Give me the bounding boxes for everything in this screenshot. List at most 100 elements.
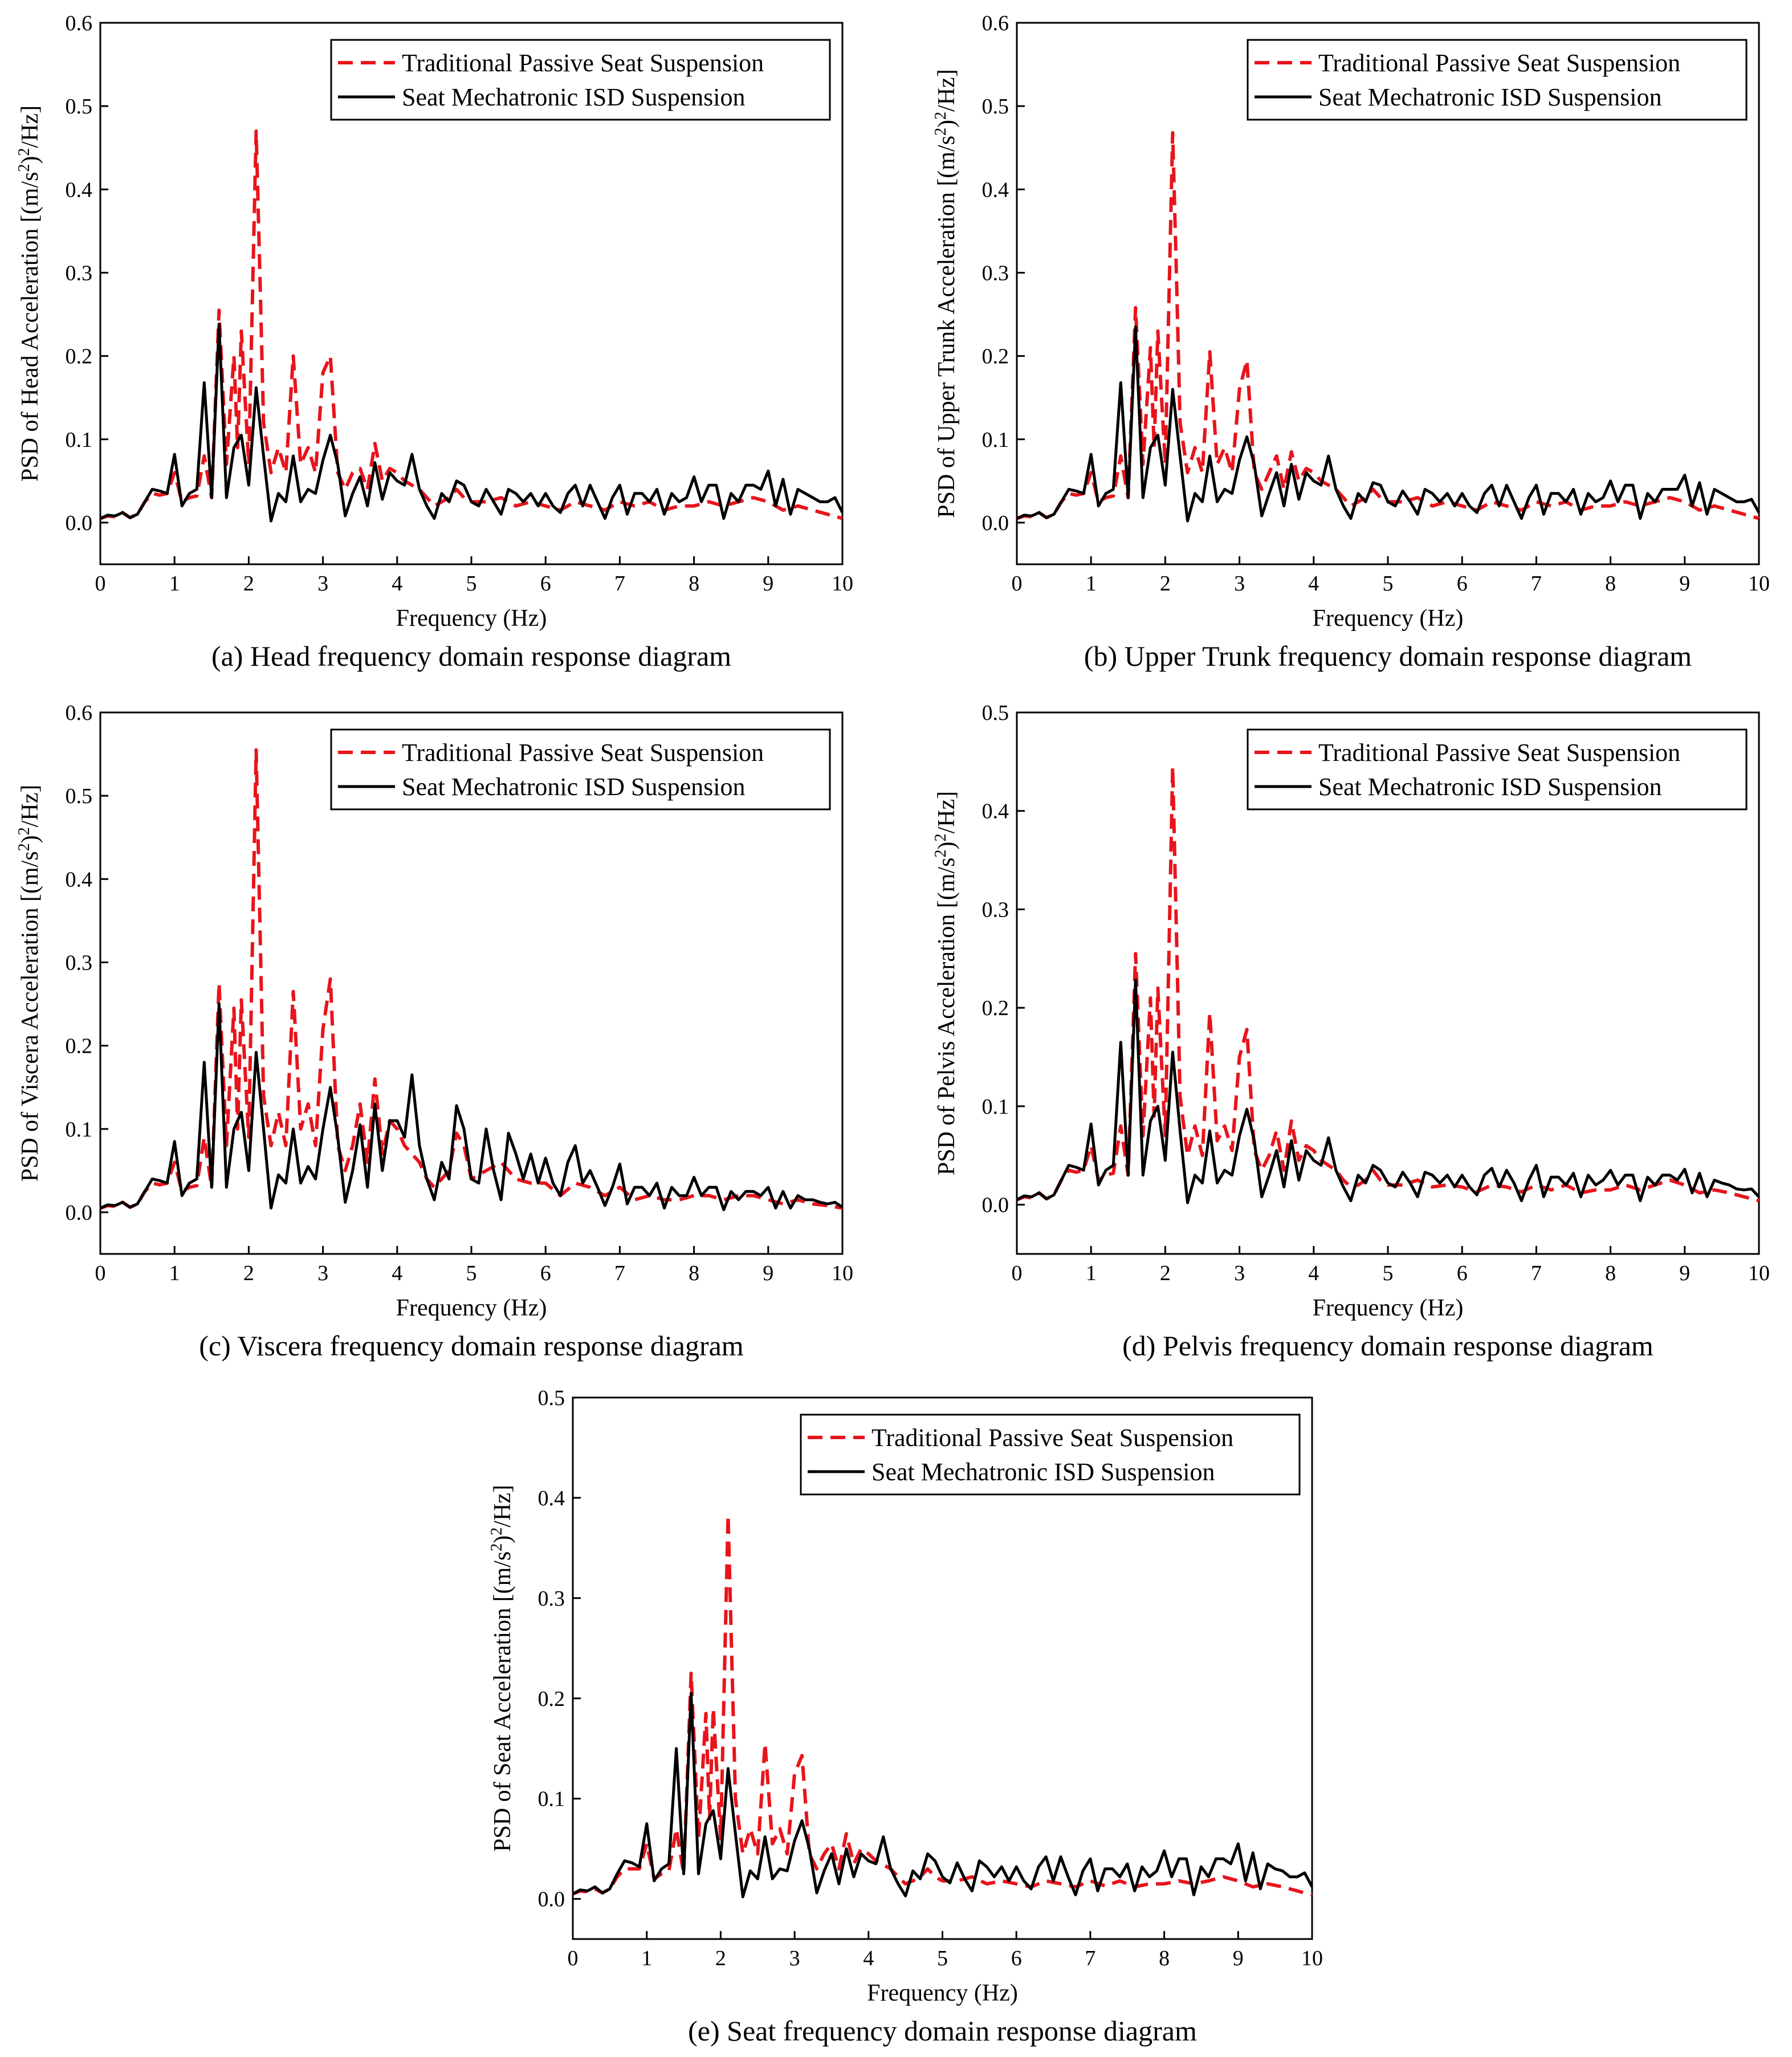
x-axis-label: Frequency (Hz) — [867, 1980, 1018, 2006]
x-tick-label: 8 — [689, 572, 699, 596]
panel-caption: (c) Viscera frequency domain response di… — [199, 1330, 744, 1362]
y-tick-label: 0.5 — [66, 95, 93, 119]
x-tick-label: 4 — [1308, 1261, 1319, 1285]
x-tick-label: 10 — [1748, 1261, 1770, 1285]
y-tick-label: 0.4 — [982, 800, 1009, 824]
y-axis-label-suffix: /Hz] — [17, 105, 43, 148]
x-tick-label: 4 — [1308, 572, 1319, 596]
x-tick-label: 3 — [1234, 1261, 1245, 1285]
x-axis-label: Frequency (Hz) — [1313, 1295, 1464, 1321]
legend-box — [800, 1414, 1301, 1496]
y-axis-label: PSD of Seat Acceleration [(m/s2)2/Hz] — [488, 1485, 516, 1852]
x-tick-label: 1 — [169, 1261, 180, 1285]
y-axis-label-sup2: 2 — [15, 827, 33, 835]
isd-series-line — [99, 1003, 844, 1211]
y-axis-label-suffix: /Hz] — [17, 785, 43, 828]
y-axis-label-prefix: PSD of Seat Acceleration [(m/s — [490, 1551, 516, 1852]
x-tick-label: 5 — [1383, 572, 1394, 596]
legend-isd-label: Seat Mechatronic ISD Suspension — [402, 773, 745, 801]
x-tick-label: 8 — [1605, 572, 1616, 596]
y-tick-label: 0.1 — [66, 1118, 93, 1142]
y-tick-label: 0.2 — [982, 345, 1009, 369]
y-axis-label-mid: ) — [17, 156, 43, 164]
x-tick-label: 10 — [832, 1261, 853, 1285]
y-tick-label: 0.2 — [66, 345, 93, 369]
y-tick-label: 0.3 — [538, 1587, 565, 1611]
chart-d: 0 1 2 3 4 5 6 7 8 9 10 0.0 0.1 0.2 0.3 0.4 0.5 Traditiona… — [932, 701, 1770, 1362]
x-tick-label: 7 — [614, 572, 625, 596]
x-tick-label: 0 — [1012, 1261, 1023, 1285]
x-tick-label: 0 — [568, 1946, 579, 1970]
isd-series-line — [99, 323, 844, 523]
legend-passive-label: Traditional Passive Seat Suspension — [1318, 49, 1680, 77]
x-tick-label: 6 — [1011, 1946, 1022, 1970]
passive-series-line — [100, 129, 843, 520]
y-tick-label: 0.6 — [982, 11, 1009, 35]
y-tick-label: 0.3 — [982, 898, 1009, 922]
legend-isd-label: Seat Mechatronic ISD Suspension — [1318, 83, 1661, 111]
y-axis-label-suffix: /Hz] — [934, 69, 960, 112]
x-tick-label: 6 — [1457, 1261, 1468, 1285]
isd-series-line — [1016, 325, 1761, 523]
y-axis-label: PSD of Pelvis Acceleration [(m/s2)2/Hz] — [932, 791, 960, 1175]
x-tick-label: 7 — [1085, 1946, 1095, 1970]
x-tick-label: 6 — [540, 1261, 551, 1285]
legend-passive-label: Traditional Passive Seat Suspension — [1318, 739, 1680, 767]
y-tick-label: 0.3 — [66, 261, 93, 285]
x-tick-label: 3 — [1234, 572, 1245, 596]
passive-series-line — [1016, 765, 1760, 1203]
panel-caption: (d) Pelvis frequency domain response dia… — [1122, 1330, 1653, 1362]
x-tick-label: 3 — [317, 572, 328, 596]
passive-series-line — [1016, 131, 1760, 520]
y-tick-label: 0.5 — [66, 784, 93, 808]
y-axis-label-sup2: 2 — [15, 148, 33, 156]
y-axis-label-mid: ) — [17, 835, 43, 843]
legend-box — [330, 39, 831, 121]
legend: Traditional Passive Seat Suspension Seat … — [330, 728, 831, 810]
x-tick-label: 9 — [1679, 572, 1690, 596]
y-tick-label: 0.4 — [982, 178, 1009, 202]
y-tick-label: 0.1 — [982, 1095, 1009, 1119]
x-tick-label: 3 — [317, 1261, 328, 1285]
y-axis-label-sup: 2 — [932, 128, 950, 136]
x-tick-label: 5 — [466, 1261, 477, 1285]
y-tick-label: 0.4 — [538, 1486, 565, 1510]
y-axis-label-prefix: PSD of Head Acceleration [(m/s — [17, 172, 43, 482]
legend: Traditional Passive Seat Suspension Seat … — [1247, 728, 1748, 810]
x-tick-label: 8 — [1159, 1946, 1170, 1970]
x-tick-label: 2 — [1160, 572, 1171, 596]
x-tick-label: 7 — [1531, 1261, 1542, 1285]
y-axis-label-mid: ) — [934, 842, 960, 850]
y-tick-label: 0.3 — [66, 951, 93, 975]
x-tick-label: 0 — [95, 572, 106, 596]
x-tick-label: 9 — [1679, 1261, 1690, 1285]
legend: Traditional Passive Seat Suspension Seat … — [330, 39, 831, 121]
y-axis-label-sup: 2 — [932, 850, 950, 858]
y-axis-label-sup2: 2 — [488, 1528, 506, 1535]
y-tick-label: 0.1 — [538, 1787, 565, 1811]
x-tick-label: 10 — [1301, 1946, 1323, 1970]
y-tick-label: 0.4 — [66, 178, 93, 202]
x-tick-label: 0 — [1012, 572, 1023, 596]
y-tick-label: 0.5 — [982, 95, 1009, 119]
y-axis-label-sup: 2 — [15, 164, 33, 172]
x-tick-label: 9 — [763, 1261, 773, 1285]
x-tick-label: 4 — [392, 572, 402, 596]
y-tick-label: 0.4 — [66, 867, 93, 891]
x-tick-label: 1 — [169, 572, 180, 596]
x-tick-label: 10 — [832, 572, 853, 596]
y-tick-label: 0.6 — [66, 11, 93, 35]
y-axis-label-sup2: 2 — [932, 112, 950, 120]
y-axis-label: PSD of Upper Trunk Acceleration [(m/s2)2… — [932, 69, 960, 518]
chart-c: 0 1 2 3 4 5 6 7 8 9 10 0.0 0.1 0.2 0.3 0.4 0.5 0.6 Traditi… — [15, 701, 854, 1362]
legend-box — [330, 728, 831, 810]
y-axis-label: PSD of Viscera Acceleration [(m/s2)2/Hz] — [15, 785, 44, 1182]
y-axis-label-suffix: /Hz] — [934, 791, 960, 834]
x-tick-label: 10 — [1748, 572, 1770, 596]
x-tick-label: 5 — [1383, 1261, 1394, 1285]
x-tick-label: 5 — [466, 572, 477, 596]
panel-caption: (a) Head frequency domain response diagr… — [211, 640, 731, 672]
x-axis-label: Frequency (Hz) — [396, 1295, 547, 1321]
x-tick-label: 2 — [243, 1261, 254, 1285]
